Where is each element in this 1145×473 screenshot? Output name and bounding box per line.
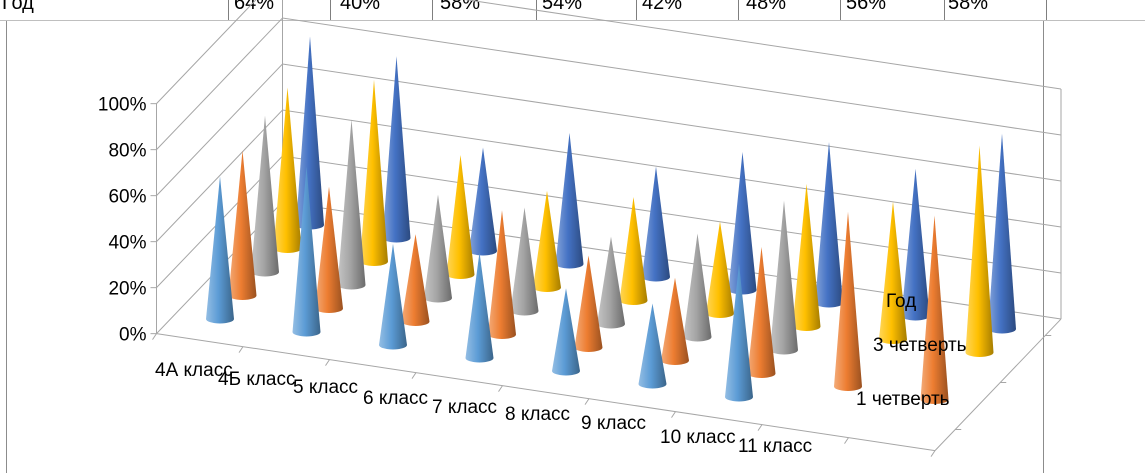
chart-frame: [6, 21, 1044, 473]
cone-bar: [446, 154, 475, 279]
cone-bar: [747, 247, 776, 378]
x-tick: [844, 437, 849, 444]
x-tick: [325, 359, 330, 366]
cone-bar: [424, 194, 452, 303]
cone-bar: [661, 277, 689, 365]
cone-bar: [273, 87, 302, 253]
depth-axis-label: 3 четверть: [873, 335, 967, 356]
gridline: [156, 0, 1062, 104]
table-cell: 58%: [440, 0, 481, 14]
x-tick-label: 6 класс: [363, 388, 428, 409]
cone-bar: [770, 200, 798, 355]
cone-bar: [379, 243, 407, 350]
cell-divider: [228, 0, 229, 20]
y-tick-label: 60%: [108, 187, 146, 208]
cone-bar: [315, 186, 343, 313]
cell-divider: [1046, 0, 1047, 20]
x-tick: [238, 346, 244, 353]
data-table-row: Год 64% 40% 58% 54% 42% 48% 56% 58%: [0, 0, 1145, 21]
table-cell: 58%: [948, 0, 989, 14]
cell-divider: [432, 0, 433, 20]
cone-bar: [401, 234, 430, 326]
cone-bar: [292, 166, 321, 337]
table-cell: 54%: [542, 0, 583, 14]
cell-divider: [330, 0, 331, 20]
cone-bar: [469, 147, 497, 256]
x-tick: [671, 411, 676, 418]
cone-bar: [683, 233, 712, 342]
cone-bar: [382, 56, 411, 243]
cone-bar: [552, 288, 580, 376]
cone-bar: [638, 303, 667, 389]
plot-area: [206, 36, 1016, 404]
cone-bar: [465, 252, 494, 363]
cone-bar: [360, 79, 388, 266]
x-tick-label: 8 класс: [505, 404, 570, 425]
cone-bar: [728, 152, 757, 295]
cone-bar: [619, 197, 648, 305]
cone-bar: [725, 263, 753, 402]
cone-bar: [815, 142, 843, 308]
x-tick-label: 5 класс: [293, 377, 358, 398]
table-cell: 56%: [846, 0, 887, 14]
x-tick-label: 11 класс: [738, 436, 812, 457]
depth-axis-label: Год: [886, 291, 916, 312]
cone-bar: [251, 115, 279, 277]
y-tick-label: 40%: [108, 233, 146, 254]
table-cell: 42%: [642, 0, 683, 14]
x-tick-label: 10 класс: [660, 427, 736, 448]
cone-bar: [642, 166, 670, 282]
cone-bar: [597, 236, 625, 329]
cell-divider: [840, 0, 841, 20]
cone-bar: [879, 201, 907, 344]
cone-bar: [706, 221, 734, 318]
cone-bar: [792, 183, 821, 331]
cone-bar: [988, 133, 1016, 334]
cone-bar: [337, 119, 366, 290]
table-cell: 40%: [340, 0, 381, 14]
cone-bar: [834, 211, 862, 392]
cone-bar: [488, 210, 516, 339]
x-tick: [930, 450, 936, 457]
x-tick-label: 4Б класс: [218, 369, 296, 390]
cone-bar: [206, 176, 234, 324]
cell-divider: [636, 0, 637, 20]
cell-divider: [944, 0, 945, 20]
cone-bar: [574, 255, 603, 352]
depth-axis-line: [934, 318, 1062, 451]
cell-divider: [738, 0, 739, 20]
x-axis-line: [156, 333, 936, 452]
cone-bar: [920, 215, 949, 404]
x-tick: [152, 333, 157, 340]
y-tick-label: 20%: [108, 279, 146, 300]
gridline: [156, 17, 1062, 150]
table-cell: 64%: [234, 0, 275, 14]
depth-axis-label: 1 четверть: [856, 389, 950, 410]
cone-bar: [510, 207, 539, 316]
x-tick: [498, 385, 503, 392]
cone-bar: [555, 132, 584, 269]
y-tick-label: 100%: [98, 95, 147, 116]
cone-bar: [901, 168, 930, 321]
cone-bar: [533, 190, 561, 292]
cone-bar: [296, 36, 324, 230]
cone-bar: [965, 145, 994, 357]
x-tick: [411, 372, 417, 379]
x-tick-label: 4А класс: [155, 360, 233, 381]
x-tick-label: 7 класс: [432, 397, 497, 418]
cone-bar: [228, 150, 257, 300]
y-tick-label: 80%: [108, 141, 146, 162]
y-tick-label: 0%: [119, 325, 147, 346]
x-tick-label: 9 класс: [581, 413, 646, 434]
table-cell: 48%: [746, 0, 787, 14]
x-tick: [584, 398, 590, 405]
x-tick: [757, 424, 763, 431]
row-label: Год: [2, 0, 34, 14]
